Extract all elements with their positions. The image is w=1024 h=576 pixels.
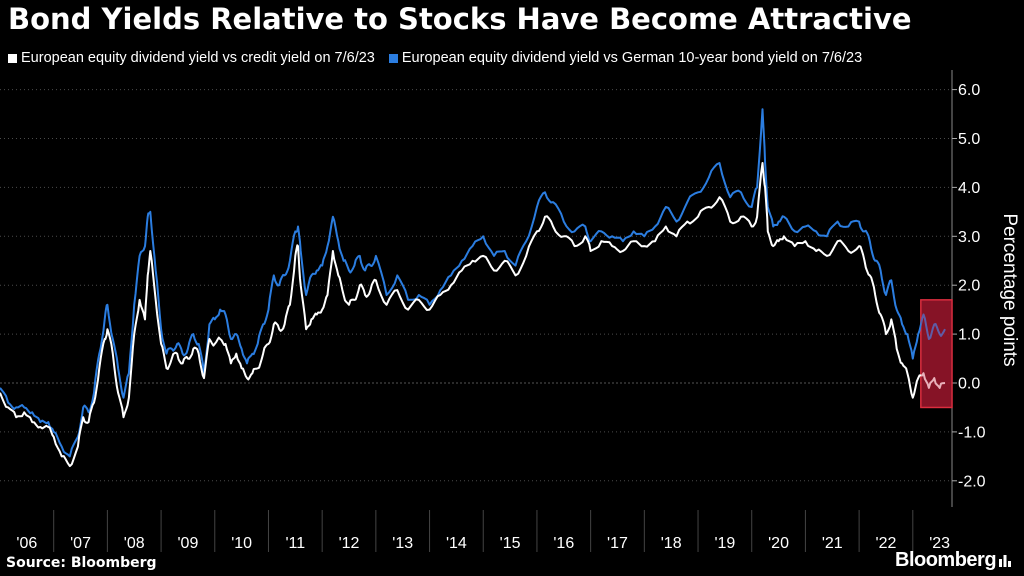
series-line-blue — [0, 108, 946, 458]
x-tick-label: '08 — [124, 535, 145, 552]
y-axis-title: Percentage points — [999, 213, 1020, 366]
highlight-overlay — [920, 299, 952, 408]
x-tick-label: '13 — [392, 535, 413, 552]
x-tick-label: '23 — [929, 535, 950, 552]
x-tick-label: '07 — [70, 535, 91, 552]
x-tick-label: '16 — [553, 535, 574, 552]
x-tick-label: '12 — [339, 535, 360, 552]
legend-label-white: European equity dividend yield vs credit… — [21, 50, 375, 66]
y-tick-label: 0.0 — [958, 376, 980, 393]
x-tick-label: '18 — [661, 535, 682, 552]
legend-item-white: European equity dividend yield vs credit… — [8, 50, 375, 66]
chart-legend: European equity dividend yield vs credit… — [8, 50, 862, 66]
x-tick-label: '19 — [714, 535, 735, 552]
x-tick-label: '22 — [876, 535, 897, 552]
legend-swatch-white — [8, 53, 17, 63]
legend-item-blue: European equity dividend yield vs German… — [388, 50, 863, 66]
y-tick-label: 3.0 — [958, 229, 980, 246]
y-tick-label: 2.0 — [958, 278, 980, 295]
y-tick-label: -1.0 — [958, 424, 986, 441]
brand-text: Bloomberg — [895, 549, 997, 571]
bloomberg-logo-icon — [999, 555, 1012, 567]
x-tick-label: '10 — [231, 535, 252, 552]
x-tick-label: '20 — [768, 535, 789, 552]
y-tick-label: 6.0 — [958, 82, 980, 99]
x-tick-label: '15 — [500, 535, 521, 552]
x-tick-label: '06 — [16, 535, 37, 552]
x-tick-label: '11 — [285, 535, 305, 552]
chart-title: Bond Yields Relative to Stocks Have Beco… — [8, 2, 912, 36]
x-tick-label: '17 — [607, 535, 628, 552]
x-tick-label: '21 — [822, 535, 843, 552]
y-tick-label: 1.0 — [958, 327, 980, 344]
y-tick-label: 4.0 — [958, 180, 980, 197]
source-note: Source: Bloomberg — [6, 555, 157, 571]
y-tick-label: -2.0 — [958, 473, 986, 490]
series-line-white — [0, 162, 946, 468]
x-tick-label: '09 — [178, 535, 199, 552]
legend-swatch-blue — [388, 53, 398, 63]
y-tick-label: 5.0 — [958, 131, 980, 148]
legend-label-blue: European equity dividend yield vs German… — [401, 50, 863, 66]
x-tick-label: '14 — [446, 535, 467, 552]
bloomberg-logo: Bloomberg — [895, 549, 1012, 572]
highlight-region — [920, 299, 953, 409]
